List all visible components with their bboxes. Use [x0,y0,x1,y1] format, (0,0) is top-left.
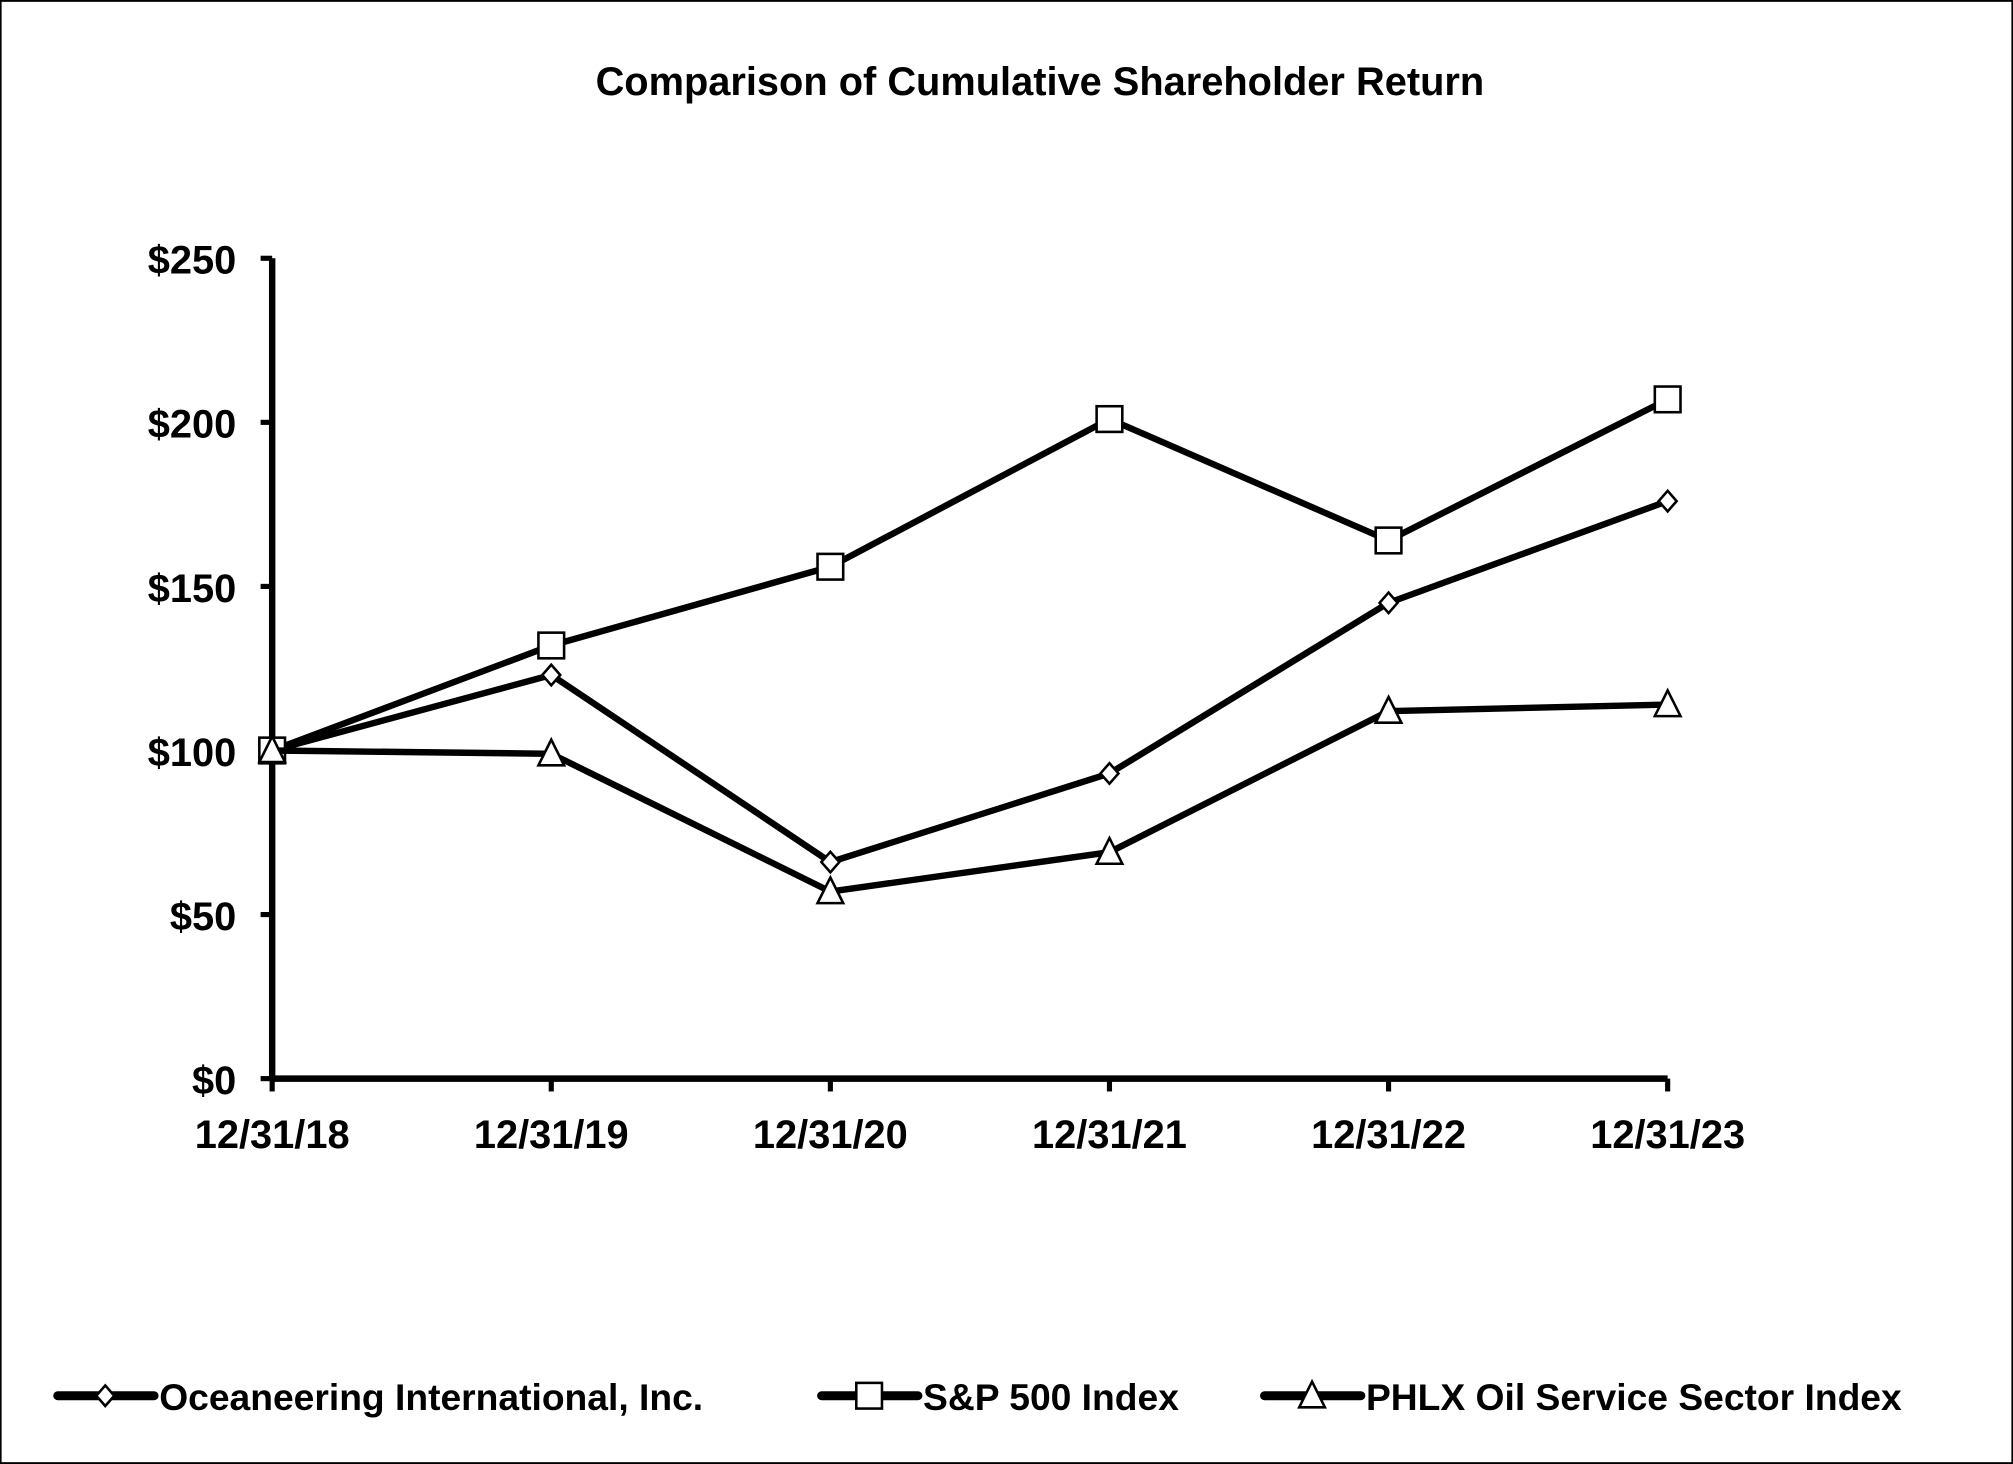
data-point-triangle [1373,694,1404,724]
series-line [271,396,1670,754]
data-point-square [1374,526,1403,555]
y-tick-label: $50 [170,895,236,939]
data-point-diamond [819,849,842,875]
legend-label: S&P 500 Index [923,1376,1179,1418]
legend-triangle-icon [1297,1378,1327,1409]
series-triangle [257,687,1683,905]
series-line [272,701,1668,895]
x-tick-label: 12/31/18 [195,1113,350,1157]
y-tick-label: $250 [148,239,237,283]
data-point-diamond [540,662,562,688]
x-tick-label: 12/31/22 [1311,1113,1466,1157]
data-point-triangle [815,874,846,905]
data-point-triangle [1652,687,1683,718]
legend-item: S&P 500 Index [817,1376,1179,1418]
data-point-diamond [1377,590,1400,616]
x-tick-label: 12/31/21 [1032,1113,1187,1157]
legend-label: PHLX Oil Service Sector Index [1366,1376,1902,1418]
legend-label: Oceaneering International, Inc. [159,1376,703,1418]
data-point-triangle [536,736,567,767]
data-point-triangle [257,733,288,764]
chart-title: Comparison of Cumulative Shareholder Ret… [596,60,1485,104]
legend-diamond-icon [94,1383,116,1408]
series-line [271,498,1669,866]
data-point-square [1095,404,1124,434]
series-square [258,385,1682,765]
legend-item: Oceaneering International, Inc. [53,1376,703,1418]
y-tick-label: $0 [192,1059,236,1103]
data-point-square [816,552,845,581]
y-tick-label: $150 [148,567,237,611]
data-point-diamond [1656,488,1679,514]
y-tick-label: $200 [148,403,237,447]
y-tick-label: $100 [148,731,237,775]
x-tick-label: 12/31/23 [1590,1113,1745,1157]
data-point-diamond [1098,761,1121,786]
x-tick-label: 12/31/19 [474,1113,629,1157]
legend-item: PHLX Oil Service Sector Index [1260,1376,1902,1418]
data-point-square [537,631,566,660]
data-point-triangle [1094,835,1125,866]
data-point-square [1653,385,1682,414]
legend-square-icon [855,1381,884,1410]
x-tick-label: 12/31/20 [753,1113,908,1157]
